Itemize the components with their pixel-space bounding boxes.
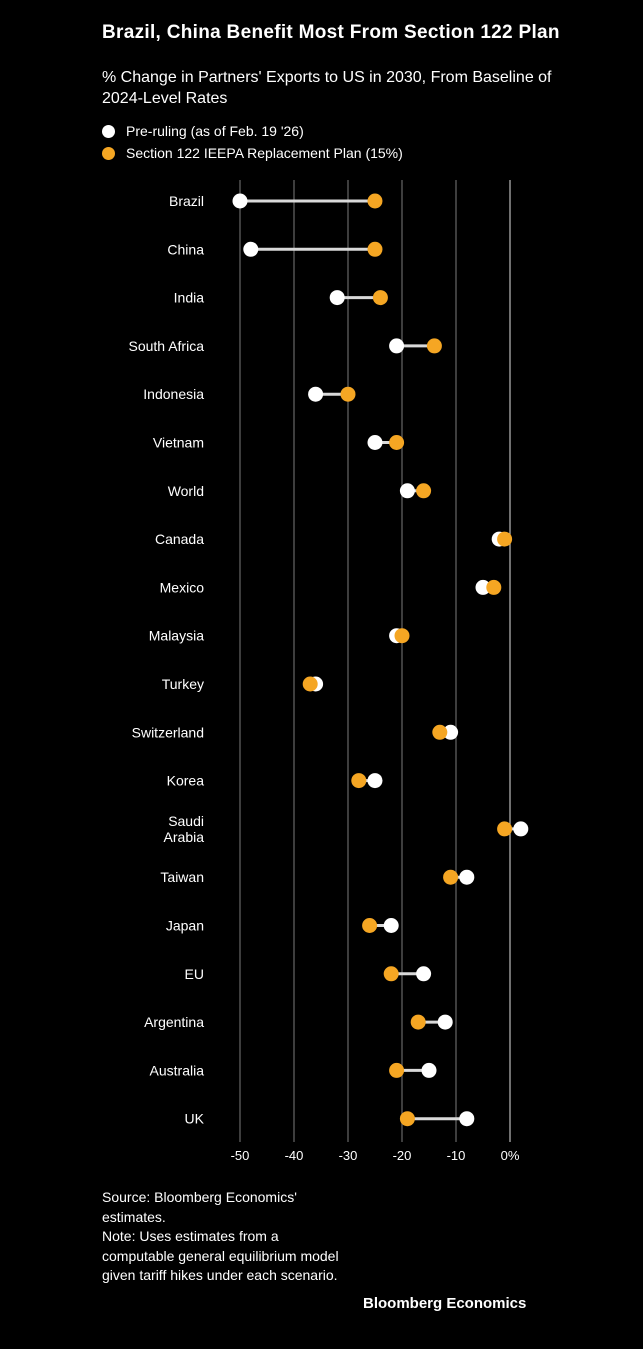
category-label: UK bbox=[185, 1111, 205, 1127]
point-section-122 bbox=[340, 386, 356, 402]
legend-dot-white-icon bbox=[102, 124, 115, 138]
category-label-line: Indonesia bbox=[143, 386, 204, 402]
point-section-122 bbox=[389, 435, 405, 450]
point-pre-ruling bbox=[475, 579, 491, 595]
brand-logo: Bloomberg Economics bbox=[363, 1295, 527, 1312]
category-label: EU bbox=[185, 966, 204, 982]
legend-label: Section 122 IEEPA Replacement Plan (15%) bbox=[126, 145, 403, 161]
point-pre-ruling bbox=[367, 435, 383, 450]
point-pre-ruling bbox=[421, 1062, 437, 1078]
category-label: Indonesia bbox=[143, 386, 204, 402]
x-tick-label: -20 bbox=[393, 1148, 412, 1163]
x-tick-label: 0% bbox=[501, 1148, 520, 1163]
category-label: Canada bbox=[155, 531, 204, 547]
point-pre-ruling bbox=[437, 1014, 453, 1030]
category-label-line: Korea bbox=[167, 773, 205, 789]
category-label-line: Japan bbox=[166, 918, 204, 934]
point-pre-ruling bbox=[232, 193, 248, 209]
point-section-122 bbox=[302, 676, 318, 692]
category-label-line: Vietnam bbox=[153, 435, 204, 451]
point-section-122 bbox=[497, 531, 513, 547]
point-section-122 bbox=[443, 869, 459, 885]
point-section-122 bbox=[432, 724, 448, 740]
category-label: Saudi Arabia bbox=[164, 813, 205, 845]
category-label: Switzerland bbox=[132, 724, 204, 740]
category-label: Mexico bbox=[160, 579, 205, 595]
point-pre-ruling bbox=[389, 338, 405, 354]
category-label-line: India bbox=[174, 290, 205, 306]
category-label: China bbox=[167, 241, 204, 257]
point-section-122 bbox=[351, 773, 367, 789]
point-section-122 bbox=[416, 483, 432, 499]
method-note: Note: Uses estimates from a computable g… bbox=[102, 1228, 339, 1283]
point-section-122 bbox=[486, 579, 502, 595]
footer: Source: Bloomberg Economics' estimates. … bbox=[102, 1188, 342, 1286]
category-label: Taiwan bbox=[160, 869, 204, 885]
category-label: Argentina bbox=[144, 1014, 204, 1030]
category-label: Korea bbox=[167, 773, 205, 789]
point-section-122 bbox=[367, 193, 383, 209]
category-label: Japan bbox=[166, 918, 204, 934]
point-pre-ruling bbox=[459, 1111, 475, 1127]
category-label-line: South Africa bbox=[129, 338, 205, 354]
category-label-line: Saudi bbox=[168, 813, 204, 829]
category-label-line: UK bbox=[185, 1111, 205, 1127]
category-label: Vietnam bbox=[153, 435, 204, 451]
x-tick-label: -30 bbox=[339, 1148, 358, 1163]
category-label-line: Switzerland bbox=[132, 724, 204, 740]
category-label: Australia bbox=[150, 1062, 205, 1078]
chart-title: Brazil, China Benefit Most From Section … bbox=[102, 22, 560, 43]
point-section-122 bbox=[399, 1111, 415, 1127]
x-tick-label: -50 bbox=[231, 1148, 250, 1163]
point-pre-ruling bbox=[383, 918, 399, 933]
category-label-line: Mexico bbox=[160, 579, 205, 595]
point-section-122 bbox=[389, 1062, 405, 1078]
category-label-line: Argentina bbox=[144, 1014, 204, 1030]
legend-label: Pre-ruling (as of Feb. 19 '26) bbox=[126, 123, 304, 139]
point-section-122 bbox=[394, 628, 410, 644]
point-pre-ruling bbox=[308, 386, 324, 402]
point-section-122 bbox=[497, 821, 513, 837]
category-label: Brazil bbox=[169, 193, 204, 209]
legend: Pre-ruling (as of Feb. 19 '26) Section 1… bbox=[102, 120, 403, 164]
category-label-line: Australia bbox=[150, 1062, 205, 1078]
legend-dot-orange-icon bbox=[102, 146, 115, 160]
point-pre-ruling bbox=[367, 773, 383, 789]
point-section-122 bbox=[372, 290, 388, 306]
x-tick-label: -10 bbox=[447, 1148, 466, 1163]
point-pre-ruling bbox=[329, 290, 345, 306]
legend-item-pre: Pre-ruling (as of Feb. 19 '26) bbox=[102, 120, 403, 142]
category-label-line: Arabia bbox=[164, 829, 205, 845]
point-section-122 bbox=[367, 241, 383, 257]
category-label: South Africa bbox=[129, 338, 205, 354]
point-pre-ruling bbox=[399, 483, 415, 499]
point-section-122 bbox=[383, 966, 399, 982]
point-pre-ruling bbox=[416, 966, 432, 982]
category-label-line: Malaysia bbox=[149, 628, 204, 644]
point-pre-ruling bbox=[459, 869, 475, 885]
point-pre-ruling bbox=[243, 241, 259, 257]
category-label-line: Brazil bbox=[169, 193, 204, 209]
category-label-line: Taiwan bbox=[160, 869, 204, 885]
category-label: Turkey bbox=[162, 676, 204, 692]
point-pre-ruling bbox=[513, 821, 529, 837]
category-label-line: EU bbox=[185, 966, 204, 982]
category-label: India bbox=[174, 290, 205, 306]
category-label-line: China bbox=[167, 241, 204, 257]
category-label-line: Canada bbox=[155, 531, 204, 547]
point-section-122 bbox=[410, 1014, 426, 1030]
category-label-line: Turkey bbox=[162, 676, 204, 692]
point-section-122 bbox=[362, 918, 378, 933]
legend-item-plan: Section 122 IEEPA Replacement Plan (15%) bbox=[102, 142, 403, 164]
category-label: World bbox=[168, 483, 204, 499]
category-label-line: World bbox=[168, 483, 204, 499]
category-label: Malaysia bbox=[149, 628, 204, 644]
chart-subtitle: % Change in Partners' Exports to US in 2… bbox=[102, 69, 552, 107]
x-tick-label: -40 bbox=[285, 1148, 304, 1163]
source-note: Source: Bloomberg Economics' estimates. bbox=[102, 1189, 297, 1225]
point-pre-ruling bbox=[443, 724, 459, 740]
point-section-122 bbox=[426, 338, 442, 354]
